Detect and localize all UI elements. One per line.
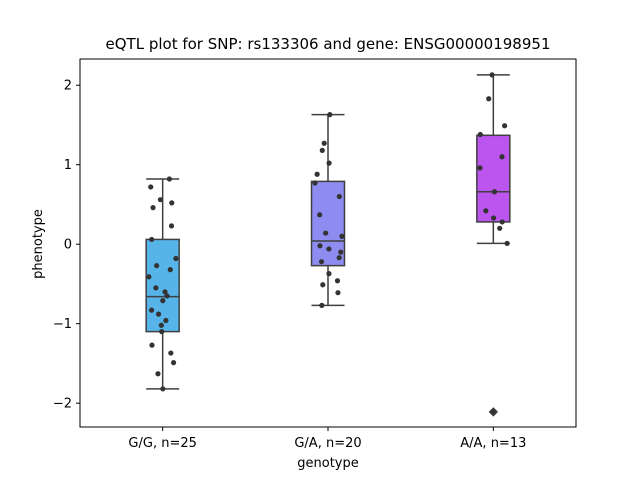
y-tick-label: −1 <box>53 317 72 332</box>
data-point <box>499 219 505 225</box>
data-point <box>154 263 160 269</box>
data-point <box>155 311 162 317</box>
data-point <box>336 255 342 261</box>
data-point <box>490 215 497 221</box>
data-point <box>149 342 155 348</box>
data-point <box>483 208 489 214</box>
data-point <box>491 189 498 195</box>
data-point <box>338 249 344 255</box>
data-point <box>160 386 166 392</box>
data-point <box>146 274 152 280</box>
data-point <box>319 147 325 154</box>
data-point <box>320 282 326 288</box>
box-0 <box>145 238 180 333</box>
y-tick-label: 1 <box>64 158 72 173</box>
data-point <box>158 322 164 328</box>
data-point <box>159 329 165 335</box>
data-point <box>490 409 496 415</box>
data-point <box>157 197 164 203</box>
data-point <box>318 259 325 265</box>
x-tick-label: G/G, n=25 <box>128 436 196 451</box>
x-axis-title: genotype <box>297 456 358 471</box>
data-point <box>317 212 323 218</box>
data-point <box>173 255 179 262</box>
data-point <box>312 180 318 186</box>
x-tick-label: G/A, n=20 <box>294 436 361 451</box>
y-tick-label: 2 <box>64 79 72 94</box>
data-point <box>168 223 175 229</box>
x-tick-label: A/A, n=13 <box>460 436 526 451</box>
chart-title: eQTL plot for SNP: rs133306 and gene: EN… <box>106 35 551 53</box>
data-point <box>169 200 175 206</box>
data-point <box>323 230 329 236</box>
data-point <box>150 205 156 211</box>
data-point <box>502 123 508 129</box>
y-tick-label: −2 <box>53 397 72 412</box>
data-point <box>326 246 332 252</box>
data-point <box>168 350 174 356</box>
data-point <box>155 371 161 377</box>
data-point <box>335 290 341 296</box>
data-point <box>163 317 169 324</box>
data-point <box>326 271 332 277</box>
data-point <box>339 233 345 239</box>
data-point <box>327 112 333 118</box>
data-point <box>497 225 503 231</box>
data-point <box>164 293 170 299</box>
data-point <box>148 307 155 313</box>
data-point <box>170 360 177 366</box>
data-point <box>149 236 155 243</box>
data-point <box>314 171 320 177</box>
data-point <box>162 289 168 295</box>
data-point <box>167 267 173 273</box>
data-point <box>321 140 327 146</box>
data-point <box>148 184 154 190</box>
box-2 <box>476 134 511 223</box>
data-point <box>486 96 492 102</box>
data-point <box>334 278 341 284</box>
data-point <box>477 131 483 138</box>
data-point <box>317 243 323 249</box>
data-point <box>160 298 166 304</box>
y-tick-label: 0 <box>64 238 72 253</box>
data-point <box>326 160 332 166</box>
data-point <box>336 193 342 200</box>
y-axis-title: phenotype <box>31 209 46 279</box>
data-point <box>319 302 325 308</box>
data-point <box>489 72 495 78</box>
data-point <box>153 285 159 291</box>
data-point <box>166 176 172 182</box>
data-point <box>504 240 510 246</box>
data-point <box>477 165 483 171</box>
plot-area: −2 −1 0 1 2 G/G, n=25 G/A, n=20 A/A, n=13 <box>53 58 577 451</box>
data-point <box>499 154 505 160</box>
